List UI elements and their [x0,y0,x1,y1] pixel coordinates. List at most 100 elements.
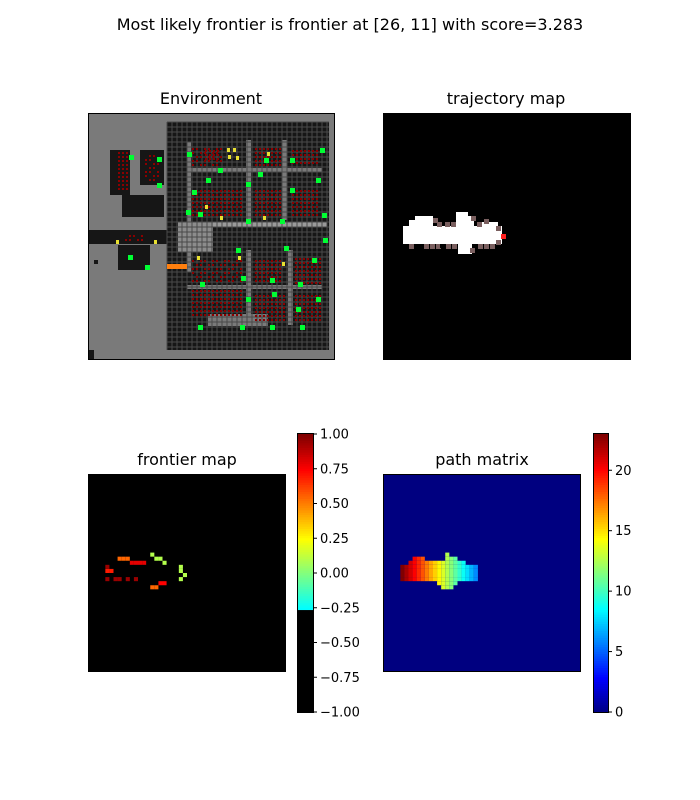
env-wall [315,274,317,276]
path-cell [449,573,453,577]
env-wall [308,214,310,216]
path-cell [417,561,421,565]
env-green-marker [290,158,295,163]
env-wall [304,162,306,164]
env-wall [255,214,257,216]
env-wall [208,302,210,304]
env-wall [145,175,147,177]
env-wall [307,262,309,264]
env-wall [126,164,128,166]
env-wall [208,268,210,270]
env-wall [279,295,281,297]
env-wall [153,163,155,165]
env-wall [315,319,317,321]
env-wall [232,198,234,200]
env-wall [212,152,214,154]
env-wall [224,294,226,296]
env-wall [208,206,210,208]
env-wall [299,303,301,305]
frontier-cell [130,561,134,565]
path-cell [462,569,466,573]
env-wall [255,260,257,262]
env-wall [292,210,294,212]
env-wall [196,198,198,200]
env-wall [283,307,285,309]
path-cell [413,573,417,577]
env-wall [259,276,261,278]
env-room [122,195,164,217]
path-cell [474,577,478,581]
path-cell [409,565,413,569]
env-wall [220,156,222,158]
env-green-marker [258,172,263,177]
env-wall [308,210,310,212]
env-wall [149,167,151,169]
env-wall [196,276,198,278]
env-wall [212,198,214,200]
env-yellow-marker [228,155,231,159]
path-cell [441,561,445,565]
env-wall [255,295,257,297]
path-cell [441,573,445,577]
env-wall [205,154,207,156]
env-wall [279,160,281,162]
path-cell [462,577,466,581]
env-wall [296,154,298,156]
env-wall [259,311,261,313]
env-wall [220,302,222,304]
env-wall [312,158,314,160]
traj-edge [484,219,489,224]
env-wall [292,154,294,156]
env-wall [292,194,294,196]
env-wall [232,214,234,216]
env-wall [118,160,120,162]
path-colorbar-fill [594,434,608,713]
env-wall [267,299,269,301]
environment-panel: Environment [89,89,335,360]
env-wall [196,210,198,212]
path-cell [437,565,441,569]
env-yellow-marker [267,152,270,156]
env-wall [145,159,147,161]
env-wall [236,302,238,304]
env-wall [220,314,222,316]
frontier-cell [154,585,158,589]
path-cell [449,557,453,561]
env-wall [192,164,194,166]
env-green-marker [157,183,162,188]
env-wall [279,164,281,166]
env-wall [192,210,194,212]
colorbar-tick-label: 5 [615,645,623,660]
env-wall [220,310,222,312]
env-wall [200,298,202,300]
env-wall [204,272,206,274]
path-cell [400,569,404,573]
env-wall [240,214,242,216]
env-wall [200,152,202,154]
env-wall [299,295,301,297]
env-wall [153,167,155,169]
env-wall [267,206,269,208]
path-cell [449,569,453,573]
env-wall [316,202,318,204]
env-wall [216,210,218,212]
env-wall [192,302,194,304]
env-wall [271,260,273,262]
env-wall [192,152,194,154]
env-wall [311,282,313,284]
env-wall [208,298,210,300]
path-cell [449,577,453,581]
env-wall [311,299,313,301]
env-wall [263,295,265,297]
env-wall [283,295,285,297]
env-green-marker [187,152,192,157]
env-wall [304,158,306,160]
env-wall [267,164,269,166]
env-wall [204,152,206,154]
path-cell [445,561,449,565]
env-wall [122,164,124,166]
env-wall [304,206,306,208]
env-wall [232,190,234,192]
path-cell [417,557,421,561]
env-wall [204,314,206,316]
